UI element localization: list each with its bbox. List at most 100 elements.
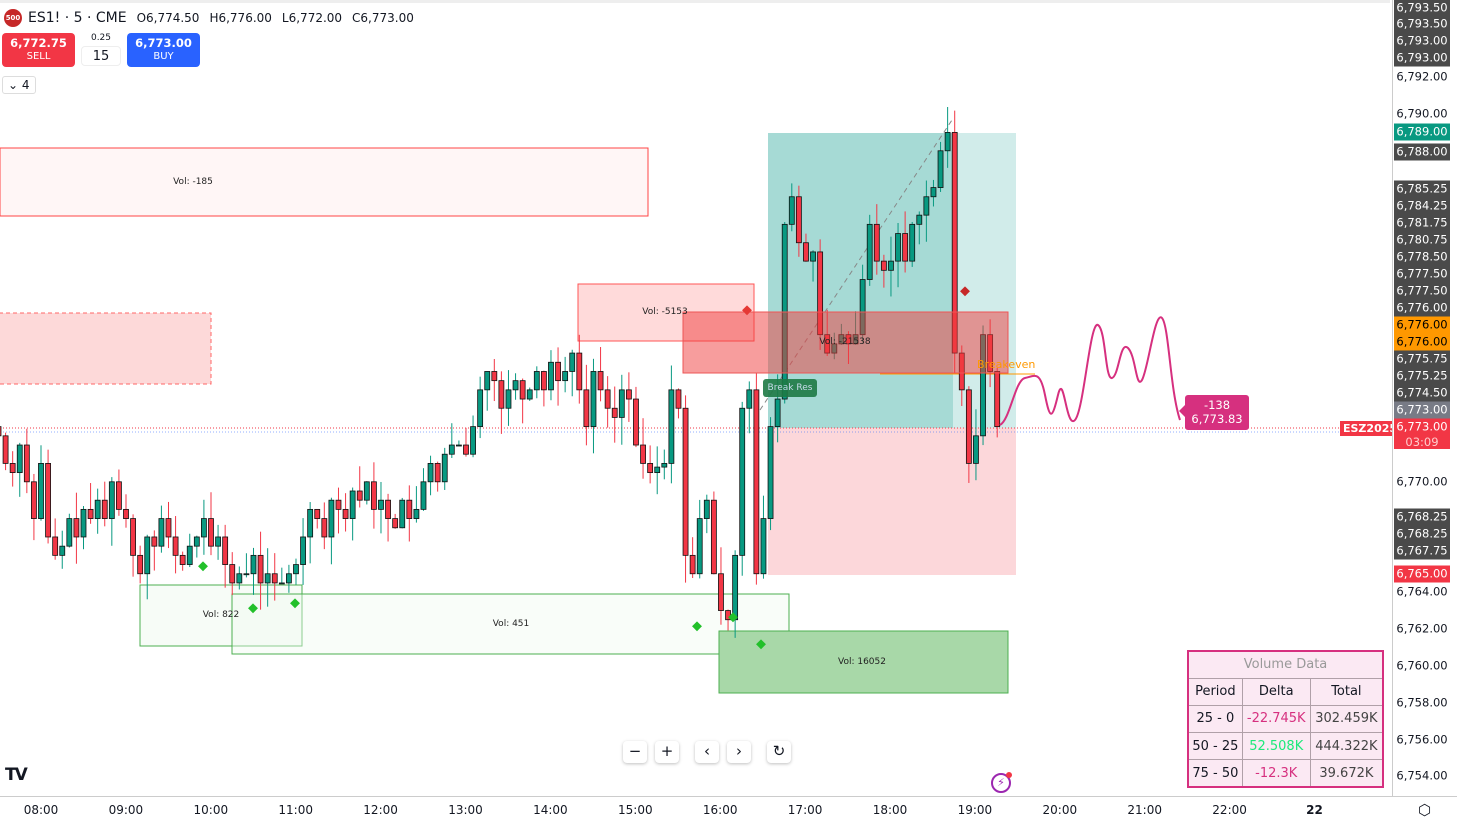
sell-button[interactable]: 6,772.75 SELL: [2, 33, 75, 67]
candle-body: [477, 389, 484, 428]
zone-volume-label: Vol: 16052: [838, 657, 886, 667]
indicators-toggle[interactable]: ⌄ 4: [2, 76, 36, 94]
price-axis-label: 6,776.00: [1394, 316, 1450, 334]
volume-data-table: Volume Data Period Delta Total 25 - 0 -22.7…: [1187, 650, 1384, 788]
price-axis-label: 6,785.25: [1394, 180, 1450, 198]
candle-body: [633, 398, 639, 446]
candle: [675, 388, 682, 419]
scroll-left-button[interactable]: ‹: [695, 741, 719, 763]
zoom-in-button[interactable]: +: [655, 741, 679, 763]
candle: [378, 481, 384, 534]
candle-body: [739, 407, 746, 556]
candle: [399, 497, 406, 529]
candle-body: [59, 545, 66, 556]
chart-plot-area[interactable]: Vol: -185 Vol: -5153 Vol: -21538 Vol: 82…: [0, 0, 1392, 796]
candle: [52, 518, 59, 560]
candle: [406, 485, 413, 542]
candle-body: [399, 499, 406, 529]
candle-body: [23, 444, 30, 483]
overlap-zone-box[interactable]: [682, 311, 1009, 374]
candle-body: [434, 463, 441, 483]
symbol-header: 500 ES1! · 5 · CME O6,774.50 H6,776.00 L…: [4, 9, 414, 27]
price-axis-label: 6,774.50: [1394, 384, 1450, 402]
time-axis-label: 11:00: [278, 803, 313, 817]
candle-body: [973, 435, 979, 464]
candle-body: [562, 371, 569, 382]
quantity-input[interactable]: 15: [81, 46, 121, 66]
demand-zone-box-3[interactable]: [718, 630, 1009, 694]
candle-body: [484, 371, 491, 391]
scroll-right-button[interactable]: ›: [727, 741, 751, 763]
candle: [965, 386, 972, 483]
price-axis[interactable]: 6,793.50 6,793.50 6,793.00 6,793.00 6,792.00…: [1392, 0, 1457, 796]
zoom-out-button[interactable]: −: [623, 741, 647, 763]
time-axis-label: 09:00: [108, 803, 144, 817]
candle-body: [250, 554, 257, 575]
candle-body: [866, 223, 873, 280]
buy-button[interactable]: 6,773.00 BUY: [127, 33, 200, 67]
time-axis-label: 18:00: [872, 803, 908, 817]
candle: [349, 487, 356, 541]
candle-body: [286, 573, 292, 584]
candle: [760, 495, 767, 579]
candle: [193, 535, 200, 558]
time-axis[interactable]: ⬡ 08:00 09:00 10:00 11:00 12:00 13:00 14:00 15:…: [0, 796, 1457, 823]
candle: [661, 449, 668, 480]
reset-chart-button[interactable]: ↻: [767, 741, 791, 763]
candle: [385, 493, 391, 542]
candle-body: [101, 499, 108, 519]
price-axis-label: 6,792.00: [1396, 69, 1448, 84]
candle-body: [406, 499, 413, 519]
candle-body: [604, 389, 611, 409]
candle-body: [618, 389, 625, 418]
candle: [59, 530, 66, 569]
candle: [45, 449, 51, 544]
spread-value: 0.25: [90, 33, 112, 43]
candle-body: [137, 554, 144, 575]
time-axis-label: 17:00: [787, 803, 823, 817]
candle-body: [640, 444, 646, 464]
indicator-count: 4: [21, 78, 30, 92]
settings-gear-icon[interactable]: ⬡: [1418, 801, 1432, 819]
candle: [23, 428, 30, 494]
candle-body: [788, 196, 795, 225]
supply-zone-box[interactable]: [0, 147, 649, 217]
candle: [87, 483, 94, 524]
candle: [597, 347, 604, 402]
candle-body: [661, 463, 668, 468]
candle: [370, 462, 377, 529]
symbol-title[interactable]: ES1! · 5 · CME: [28, 10, 127, 26]
candle: [689, 537, 696, 579]
period-cell: 50 - 25: [1187, 732, 1243, 761]
candle: [668, 365, 675, 484]
candle-body: [73, 518, 80, 538]
candle-body: [463, 444, 469, 455]
candle: [654, 446, 661, 495]
tradingview-logo[interactable]: TV: [5, 765, 28, 785]
candle-body: [880, 260, 887, 271]
sell-signal-diamond: [960, 286, 970, 297]
candle-body: [236, 573, 243, 584]
zone-volume-label: Vol: -5153: [642, 307, 688, 317]
zone-volume-label: Vol: -21538: [819, 337, 871, 347]
candle-body: [144, 536, 151, 575]
candle-body: [696, 518, 703, 575]
candle-body: [569, 352, 576, 372]
candle: [718, 547, 724, 625]
lightning-alert-icon[interactable]: ⚡: [991, 772, 1012, 793]
dashed-supply-zone[interactable]: [0, 312, 212, 385]
price-axis-label: 6,775.75: [1394, 350, 1450, 368]
candle: [229, 552, 236, 596]
candle: [944, 107, 951, 168]
candle: [16, 442, 23, 497]
time-axis-label: 14:00: [533, 803, 568, 817]
sell-label: SELL: [26, 51, 51, 62]
candle: [94, 488, 101, 534]
candle: [540, 370, 547, 407]
candle-body: [321, 518, 328, 538]
candle: [278, 567, 285, 585]
candle-body: [370, 481, 377, 510]
candle: [498, 371, 505, 434]
candle-body: [647, 463, 654, 474]
candle: [392, 513, 399, 529]
